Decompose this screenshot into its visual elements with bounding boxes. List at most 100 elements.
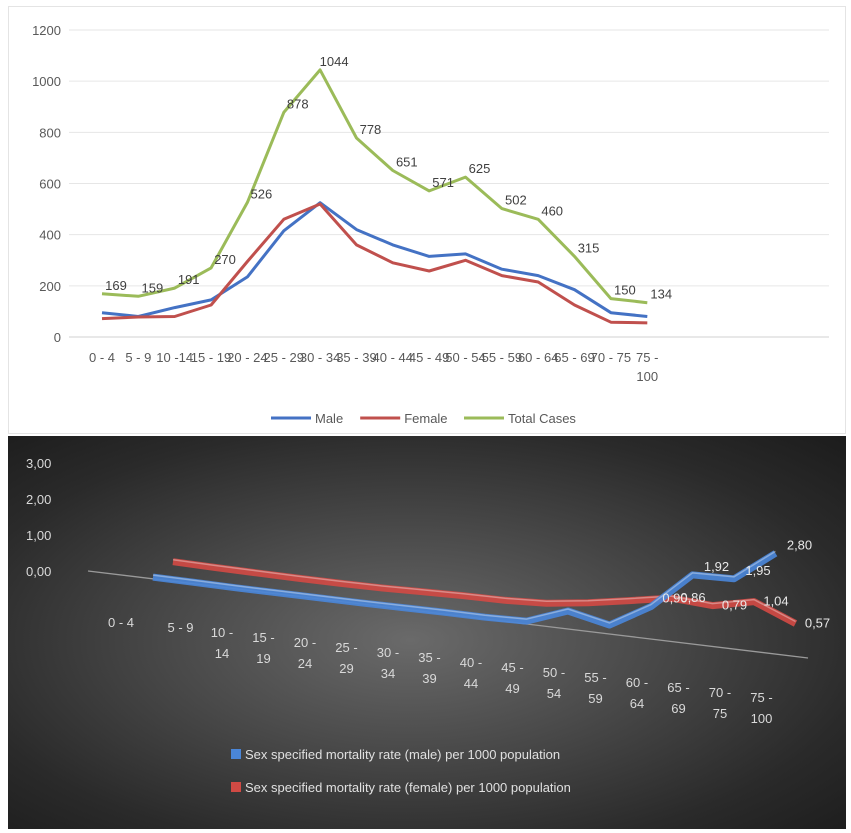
- x-tick-label-line: 25 - 29: [264, 350, 304, 365]
- data-label-male: 1,95: [745, 563, 770, 578]
- data-label: 571: [432, 175, 454, 190]
- x-tick-label-line: 60 -: [626, 675, 648, 690]
- x-tick-label: 25 - 29: [335, 640, 357, 676]
- data-label-female: 0,57: [805, 616, 830, 631]
- x-tick-label-line: 15 - 19: [191, 350, 231, 365]
- y-tick-label: 600: [39, 177, 61, 192]
- x-tick-label-line: 70 - 75: [591, 350, 631, 365]
- mortality-rate-chart-panel: 0,00 1,00 2,00 3,00 0 - 4 5 - 9 10 - 14 15 - 19 20…: [8, 436, 846, 829]
- x-tick-label: 55 - 59: [482, 350, 522, 365]
- x-tick-label-line: 55 - 59: [482, 350, 522, 365]
- x-tick-label: 65 - 69: [667, 680, 689, 716]
- x-tick-label-line: 55 -: [584, 670, 606, 685]
- y-tick-label: 3,00: [26, 456, 51, 471]
- data-label-male: 1,92: [704, 559, 729, 574]
- x-tick-label-line: 65 -: [667, 680, 689, 695]
- x-tick-label: 60 - 64: [518, 350, 558, 365]
- x-tick-label-line: 25 -: [335, 640, 357, 655]
- data-label: 150: [614, 283, 636, 298]
- data-label: 134: [650, 287, 672, 302]
- x-tick-label: 40 - 44: [373, 350, 413, 365]
- data-label-male: 0,90: [662, 591, 687, 606]
- x-tick-label-line: 49: [505, 681, 519, 696]
- x-tick-label: 5 - 9: [167, 620, 193, 635]
- x-tick-label-line: 10 -14: [156, 350, 193, 365]
- y-tick-label: 800: [39, 125, 61, 140]
- data-label: 159: [141, 280, 163, 295]
- x-tick-label-line: 44: [464, 676, 478, 691]
- x-tick-label-line: 45 -: [501, 660, 523, 675]
- x-tick-label-line: 10 -: [211, 625, 233, 640]
- x-tick-label: 60 - 64: [626, 675, 648, 711]
- series-ribbon-highlight: [172, 558, 796, 623]
- x-tick-label-line: 69: [671, 701, 685, 716]
- x-tick-label: 10 - 14: [211, 625, 233, 661]
- x-tick-label-line: 100: [636, 369, 658, 384]
- series-ribbon-female: [172, 558, 798, 627]
- data-label: 878: [287, 96, 309, 111]
- x-tick-label-line: 19: [256, 651, 270, 666]
- x-tick-label-line: 0 - 4: [108, 615, 134, 630]
- mortality-rate-chart: 0,00 1,00 2,00 3,00 0 - 4 5 - 9 10 - 14 15 - 19 20…: [26, 456, 830, 795]
- x-tick-label-line: 40 -: [460, 655, 482, 670]
- x-tick-label-line: 30 -: [377, 645, 399, 660]
- x-tick-label: 40 - 44: [460, 655, 482, 691]
- x-tick-label-line: 100: [751, 711, 773, 726]
- x-tick-label: 30 - 34: [377, 645, 399, 681]
- x-tick-label-line: 29: [339, 661, 353, 676]
- x-tick-label: 30 - 34: [300, 350, 340, 365]
- y-tick-label: 400: [39, 228, 61, 243]
- data-label: 270: [214, 252, 236, 267]
- x-tick-label-line: 20 -: [294, 635, 316, 650]
- x-tick-label: 10 -14: [156, 350, 193, 365]
- series-line-total-cases: [101, 68, 648, 305]
- x-tick-label: 20 - 24: [294, 635, 316, 671]
- x-tick-label: 20 - 24: [227, 350, 267, 365]
- x-tick-label: 70 - 75: [591, 350, 631, 365]
- y-tick-label: 1200: [32, 23, 61, 38]
- x-tick-label-line: 20 - 24: [227, 350, 267, 365]
- x-tick-label-line: 35 -: [418, 650, 440, 665]
- legend-label-male: Male: [315, 411, 343, 426]
- data-label-female: 0,86: [680, 590, 705, 605]
- data-label: 625: [469, 161, 491, 176]
- y-tick-label: 0: [54, 330, 61, 345]
- legend-label-total-cases: Total Cases: [508, 411, 576, 426]
- data-label: 169: [105, 278, 127, 293]
- y-tick-label: 200: [39, 279, 61, 294]
- x-tick-label-line: 39: [422, 671, 436, 686]
- series-ribbon-highlight: [152, 550, 776, 624]
- y-tick-label: 0,00: [26, 564, 51, 579]
- x-tick-label-line: 5 - 9: [125, 350, 151, 365]
- x-tick-label-line: 60 - 64: [518, 350, 558, 365]
- legend-label-female: Female: [404, 411, 447, 426]
- x-tick-label: 65 - 69: [554, 350, 594, 365]
- x-tick-label-line: 14: [215, 646, 229, 661]
- x-tick-label-line: 30 - 34: [300, 350, 340, 365]
- x-tick-label: 70 - 75: [709, 685, 731, 721]
- legend-swatch-male: [231, 749, 241, 759]
- x-tick-label-line: 50 -: [543, 665, 565, 680]
- x-tick-label-line: 59: [588, 691, 602, 706]
- x-tick-label-line: 40 - 44: [373, 350, 413, 365]
- x-tick-label-line: 15 -: [252, 630, 274, 645]
- x-tick-label: 25 - 29: [264, 350, 304, 365]
- data-label: 502: [505, 193, 527, 208]
- data-label: 191: [178, 272, 200, 287]
- legend-label-female: Sex specified mortality rate (female) pe…: [245, 780, 571, 795]
- x-tick-label: 50 - 54: [543, 665, 565, 701]
- x-tick-label-line: 75 -: [636, 350, 658, 365]
- total-cases-chart: 0 200 400 600 800 1000 1200 0 - 4 5 - 9 10 -1415 …: [32, 23, 829, 426]
- y-tick-label: 2,00: [26, 492, 51, 507]
- data-label: 460: [541, 203, 563, 218]
- x-tick-label-line: 0 - 4: [89, 350, 115, 365]
- x-tick-label: 75 - 100: [750, 690, 772, 726]
- data-label-male: 2,80: [787, 537, 812, 552]
- total-cases-chart-panel: 0 200 400 600 800 1000 1200 0 - 4 5 - 9 10 -14 15 …: [8, 6, 846, 434]
- x-tick-label-line: 24: [298, 656, 312, 671]
- data-label-female: 0,79: [722, 598, 747, 613]
- x-tick-label: 0 - 4: [108, 615, 134, 630]
- data-label: 778: [360, 122, 382, 137]
- x-tick-label-line: 34: [381, 666, 395, 681]
- x-tick-label-line: 75: [713, 706, 727, 721]
